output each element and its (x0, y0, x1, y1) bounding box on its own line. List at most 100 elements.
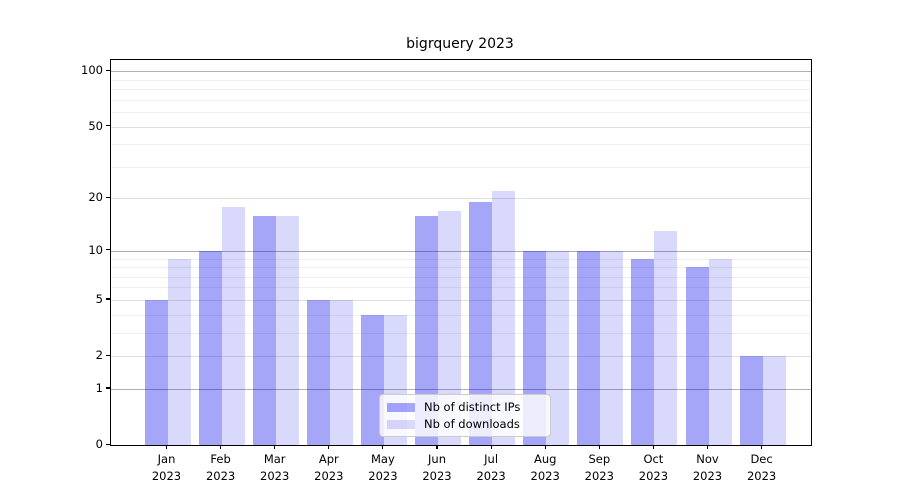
x-tick-year: 2023 (260, 468, 290, 483)
x-tick-mark (598, 445, 600, 449)
x-tick-label: Mar 2023 (243, 451, 307, 484)
y-tick-label: 50 (88, 118, 103, 133)
y-tick-mark (106, 443, 110, 445)
y-tick-label: 2 (95, 348, 103, 363)
gridline (111, 166, 811, 168)
bar-downloads-jun (438, 210, 461, 445)
y-tick-label: 10 (88, 242, 103, 257)
bar-distinct-ips-mar (252, 215, 276, 445)
gridline (111, 356, 811, 358)
x-tick-mark (436, 445, 438, 449)
bar-distinct-ips-nov (685, 267, 709, 445)
bar-distinct-ips-jun (415, 215, 438, 445)
x-tick-label: Feb 2023 (189, 451, 253, 484)
gridline (111, 388, 811, 390)
gridline (111, 126, 811, 128)
x-tick-label: Sep 2023 (567, 451, 631, 484)
x-tick-month: Jun (428, 452, 446, 466)
x-tick-month: Oct (643, 452, 664, 466)
gridline (111, 144, 811, 146)
x-tick-label: Dec 2023 (730, 451, 794, 484)
gridline (111, 299, 811, 301)
gridline (111, 198, 811, 200)
x-tick-label: Apr 2023 (297, 451, 361, 484)
x-tick-mark (382, 445, 384, 449)
gridline (111, 314, 811, 316)
x-tick-mark (761, 445, 763, 449)
x-tick-year: 2023 (530, 468, 560, 483)
plot-area: Nb of distinct IPs Nb of downloads (110, 59, 812, 446)
x-tick-month: Mar (263, 452, 286, 466)
x-tick-month: Jan (157, 452, 176, 466)
gridline (111, 112, 811, 114)
y-tick-mark (106, 354, 110, 356)
bar-downloads-apr (329, 299, 353, 445)
bar-distinct-ips-oct (631, 258, 655, 445)
y-tick-label: 20 (88, 190, 103, 205)
bar-downloads-mar (275, 215, 299, 445)
gridline (111, 276, 811, 278)
x-tick-year: 2023 (151, 468, 182, 483)
x-tick-label: Oct 2023 (621, 451, 685, 484)
bar-distinct-ips-dec (739, 356, 763, 445)
y-tick-label: 0 (95, 437, 103, 451)
y-tick-label: 1 (95, 380, 103, 395)
gridline (111, 71, 811, 73)
x-tick-year: 2023 (584, 468, 614, 483)
bar-downloads-nov (708, 258, 732, 445)
bar-downloads-sep (600, 250, 624, 445)
bar-distinct-ips-jul (469, 202, 493, 445)
x-tick-month: Dec (750, 452, 773, 466)
gridline (111, 332, 811, 334)
x-tick-mark (544, 445, 546, 449)
legend-swatch-downloads (387, 419, 415, 429)
legend-label-distinct-ips: Nb of distinct IPs (424, 400, 521, 414)
x-tick-mark (490, 445, 492, 449)
x-tick-month: Jul (484, 452, 499, 466)
x-tick-year: 2023 (692, 468, 723, 483)
bar-downloads-jul (492, 191, 516, 445)
x-tick-label: Nov 2023 (676, 451, 740, 484)
gridline (111, 250, 811, 252)
x-tick-year: 2023 (314, 468, 344, 483)
legend-item-downloads: Nb of downloads (380, 418, 550, 430)
x-tick-month: Aug (533, 452, 557, 466)
gridline (111, 287, 811, 289)
bar-downloads-feb (221, 206, 245, 445)
gridline (111, 258, 811, 260)
x-tick-mark (328, 445, 330, 449)
y-tick-mark (106, 298, 110, 300)
legend-swatch-distinct-ips (387, 402, 415, 412)
x-tick-label: Aug 2023 (513, 451, 577, 484)
x-tick-year: 2023 (638, 468, 669, 483)
legend-item-distinct-ips: Nb of distinct IPs (380, 401, 550, 413)
bar-distinct-ips-feb (198, 250, 222, 445)
x-tick-mark (165, 445, 168, 449)
bar-downloads-dec (762, 356, 786, 445)
bar-distinct-ips-may (360, 314, 384, 445)
y-tick-mark (106, 249, 110, 251)
y-tick-label: 5 (95, 291, 103, 306)
bar-downloads-aug (546, 250, 570, 445)
x-tick-mark (220, 445, 222, 449)
x-tick-month: Apr (318, 452, 339, 466)
gridline (111, 79, 811, 81)
y-tick-mark (106, 196, 110, 199)
chart-title: bigrquery 2023 (406, 36, 514, 52)
gridline (111, 99, 811, 101)
legend: Nb of distinct IPs Nb of downloads (379, 394, 551, 437)
x-tick-label: Jan 2023 (135, 451, 199, 484)
x-tick-year: 2023 (746, 468, 777, 483)
y-tick-label: 100 (81, 63, 103, 78)
x-tick-label: Jun 2023 (405, 451, 469, 484)
y-tick-mark (106, 387, 110, 389)
x-tick-mark (274, 445, 276, 449)
x-tick-month: May (371, 452, 395, 466)
legend-label-downloads: Nb of downloads (424, 417, 520, 431)
x-tick-month: Sep (588, 452, 611, 466)
bar-downloads-oct (654, 231, 678, 445)
x-tick-mark (652, 445, 654, 449)
x-tick-year: 2023 (422, 468, 452, 483)
gridline (111, 89, 811, 91)
